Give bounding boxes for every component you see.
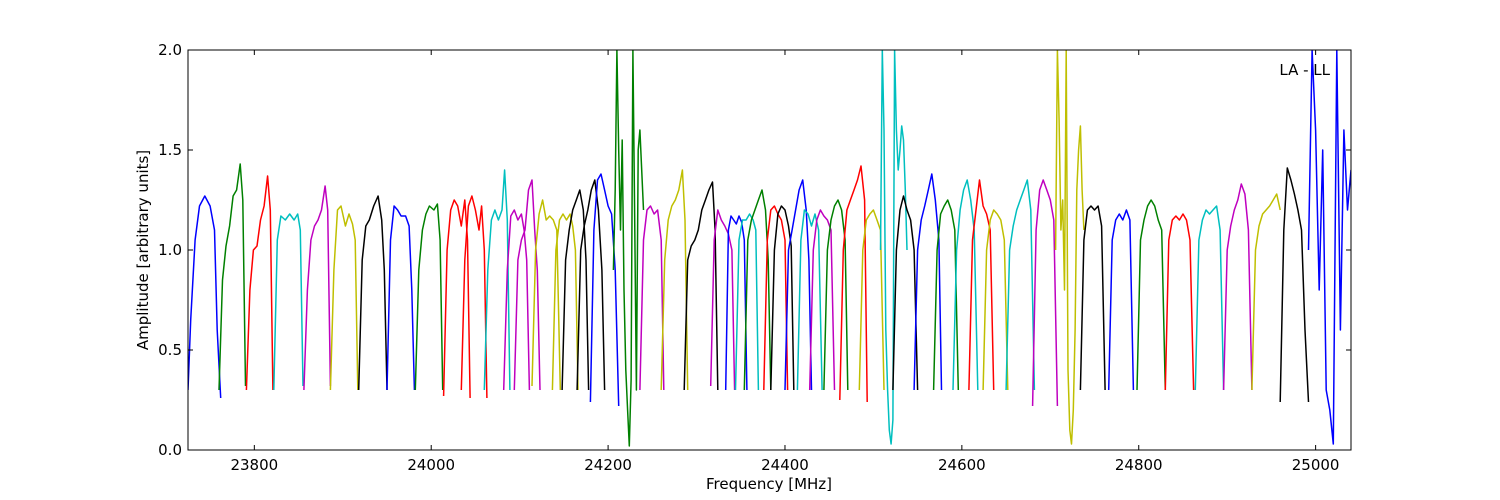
- series-line-24: [724, 215, 748, 391]
- series-line-33: [839, 165, 868, 403]
- series-line-44: [1054, 50, 1085, 445]
- x-tick-label: 24400: [761, 456, 809, 474]
- series-line-11: [483, 169, 511, 391]
- series-line-35: [879, 50, 908, 445]
- corner-annotation: LA - LL: [1279, 61, 1330, 79]
- x-tick-label: 24200: [584, 456, 632, 474]
- series-line-19: [612, 50, 645, 447]
- series-line-53: [1307, 50, 1351, 445]
- series-line-50: [1222, 183, 1253, 391]
- series-line-3: [273, 213, 304, 391]
- series-line-5: [329, 205, 359, 391]
- series-line-51: [1251, 193, 1281, 391]
- x-axis-title: Frequency [MHz]: [706, 475, 832, 493]
- series-line-42: [1005, 179, 1036, 391]
- series-line-29: [784, 179, 813, 391]
- series-line-45: [1079, 205, 1106, 391]
- series-line-10: [460, 195, 488, 399]
- series-line-23: [709, 209, 736, 391]
- x-tick-label: 24600: [938, 456, 986, 474]
- x-tick-label: 24800: [1115, 456, 1163, 474]
- series-line-52: [1279, 167, 1310, 403]
- y-tick-label: 2.0: [158, 41, 182, 59]
- series-line-17: [576, 179, 606, 391]
- series-line-37: [913, 173, 943, 391]
- series-line-22: [683, 181, 719, 391]
- series-layer: [188, 50, 1351, 447]
- series-line-34: [858, 209, 885, 391]
- series-line-28: [770, 205, 795, 391]
- y-axis-title: Amplitude [arbitrary units]: [134, 150, 152, 350]
- series-line-20: [639, 205, 665, 391]
- series-line-14: [531, 199, 562, 391]
- series-line-13: [513, 179, 541, 391]
- series-line-47: [1136, 199, 1167, 391]
- plot-frame: [187, 49, 1352, 451]
- series-line-8: [414, 203, 444, 391]
- series-line-25: [734, 213, 760, 391]
- series-line-2: [245, 175, 274, 391]
- x-tick-label: 24000: [407, 456, 455, 474]
- series-line-7: [386, 205, 416, 391]
- series-line-6: [357, 195, 388, 391]
- y-axis-ticks: 0.0 0.5 1.0 1.5 2.0: [158, 41, 1351, 459]
- series-line-46: [1107, 209, 1135, 391]
- series-line-41: [982, 209, 1009, 391]
- series-line-49: [1194, 205, 1225, 391]
- series-line-36: [892, 195, 919, 391]
- y-tick-label: 1.0: [158, 241, 182, 259]
- series-line-27: [763, 205, 789, 391]
- series-line-16: [561, 189, 590, 391]
- series-line-0: [188, 195, 222, 399]
- x-axis-ticks: 23800 24000 24200 24400 24600 24800 25000: [230, 50, 1339, 474]
- series-line-21: [660, 169, 689, 391]
- y-tick-label: 0.5: [158, 341, 182, 359]
- x-tick-label: 23800: [230, 456, 278, 474]
- series-line-48: [1164, 213, 1195, 391]
- series-line-12: [502, 209, 531, 391]
- y-tick-label: 0.0: [158, 441, 182, 459]
- series-line-32: [823, 199, 849, 391]
- series-line-1: [218, 163, 247, 391]
- series-line-38: [932, 199, 960, 391]
- series-line-15: [551, 213, 579, 391]
- series-line-30: [796, 209, 823, 391]
- y-tick-label: 1.5: [158, 141, 182, 159]
- series-line-43: [1031, 179, 1059, 407]
- x-tick-label: 25000: [1292, 456, 1340, 474]
- series-line-4: [303, 185, 332, 391]
